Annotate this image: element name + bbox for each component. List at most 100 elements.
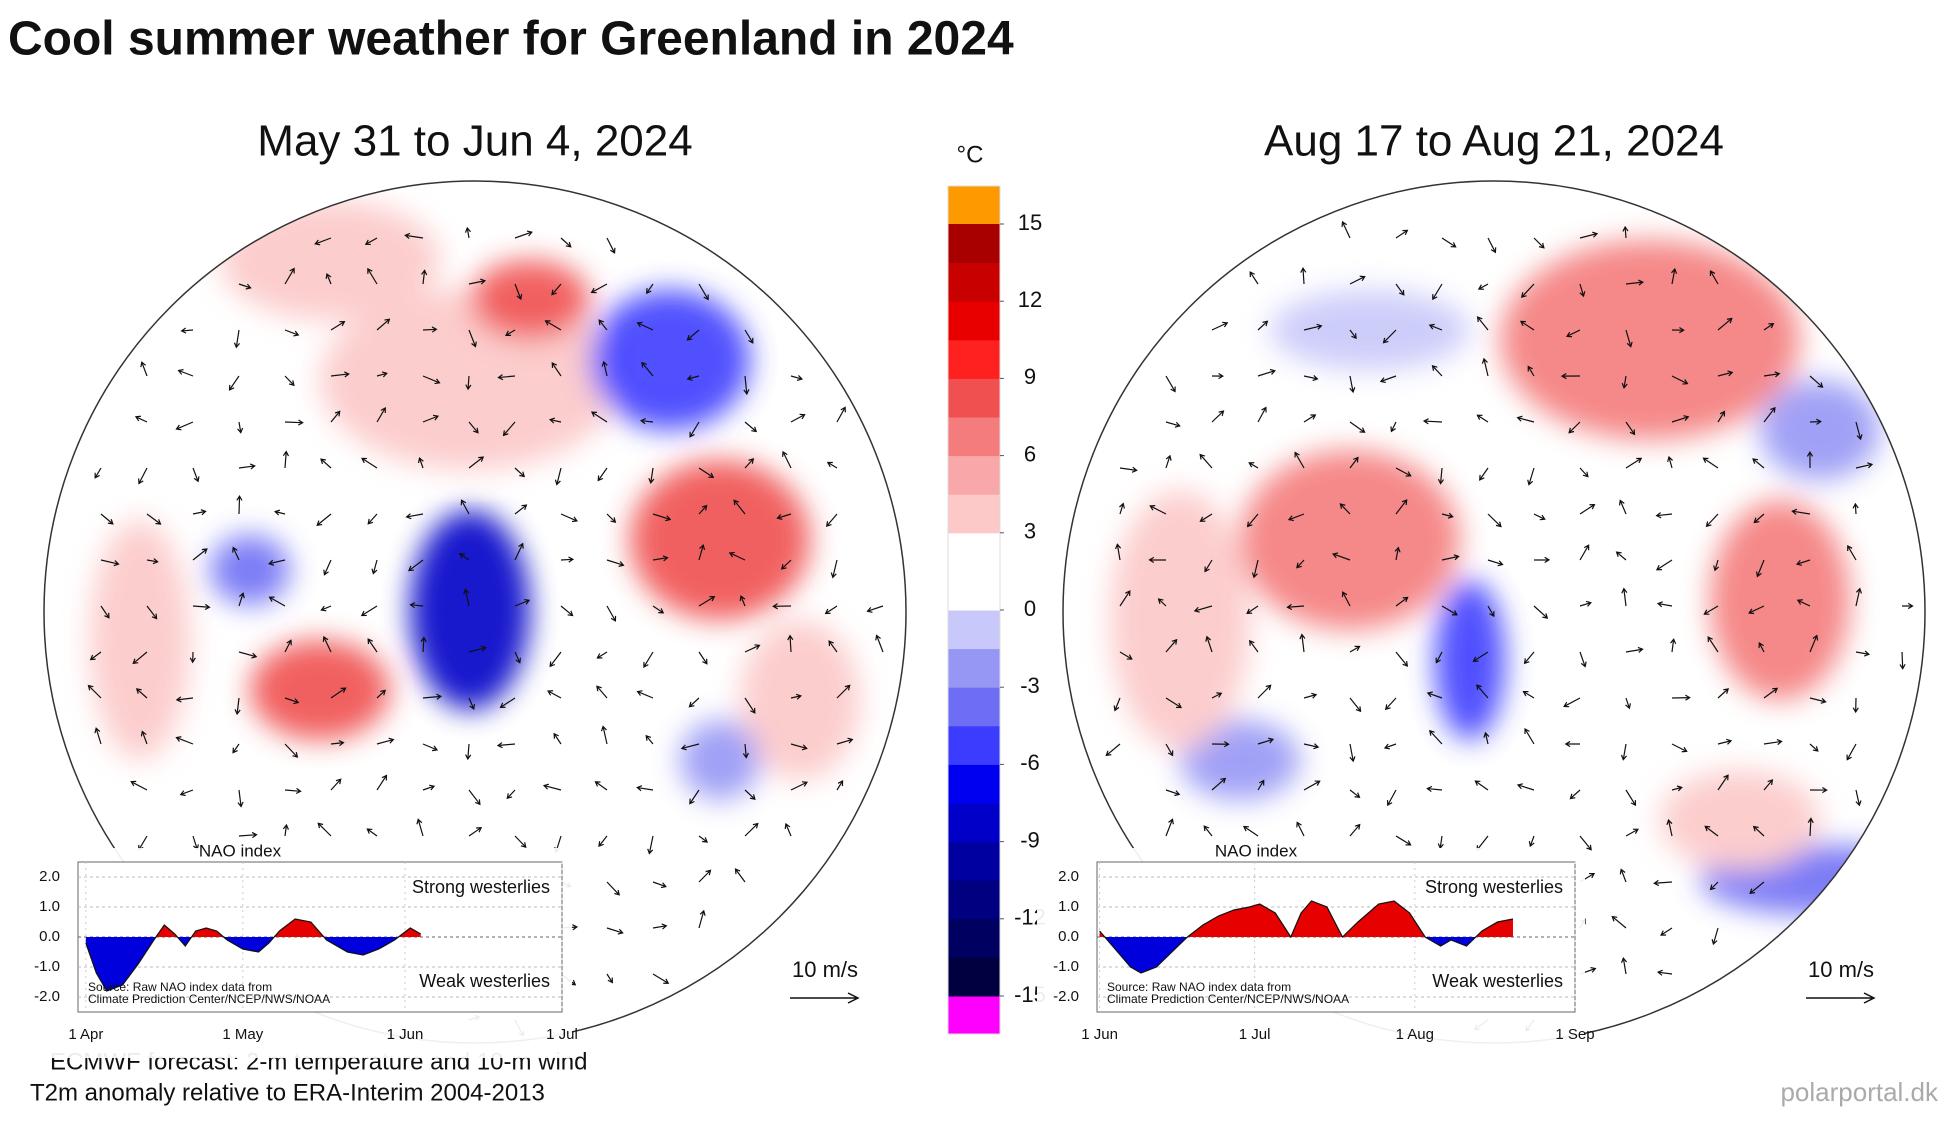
wind-arrow <box>560 513 578 523</box>
wind-arrow <box>782 450 792 469</box>
footer-line: T2m anomaly relative to ERA-Interim 2004… <box>30 1079 545 1106</box>
wind-arrow <box>284 743 299 758</box>
wind-arrow <box>1621 375 1628 389</box>
wind-arrow <box>1165 697 1183 709</box>
wind-arrow <box>1441 554 1460 561</box>
wind-arrow <box>1165 421 1181 428</box>
wind-arrow <box>1625 828 1639 837</box>
wind-field <box>87 220 1914 1037</box>
wind-arrow <box>1249 271 1259 285</box>
wind-arrow <box>1568 421 1581 434</box>
wind-arrow <box>232 743 240 754</box>
wind-arrow <box>780 559 792 570</box>
wind-arrow <box>1341 220 1351 239</box>
wind-arrow <box>1563 697 1581 708</box>
wind-arrow <box>320 458 332 469</box>
wind-arrow <box>422 375 441 385</box>
wind-arrow <box>1791 508 1811 515</box>
wind-arrow <box>698 504 708 515</box>
wind-arrow <box>1704 825 1719 837</box>
wind-arrow <box>688 697 700 708</box>
wind-arrow <box>1349 456 1359 469</box>
wind-arrow <box>1165 789 1181 797</box>
wind-arrow <box>422 414 440 423</box>
wind-arrow <box>420 636 427 653</box>
wind-arrow <box>1618 499 1627 515</box>
wind-arrow <box>830 559 838 579</box>
wind-arrow <box>1303 743 1320 750</box>
wind-arrow <box>598 835 608 848</box>
wind-arrow <box>1483 731 1490 745</box>
wind-arrow <box>468 456 485 469</box>
wind-arrow <box>1431 364 1443 377</box>
wind-arrow <box>1670 638 1677 653</box>
wind-arrow <box>421 269 428 285</box>
wind-arrow <box>175 736 194 745</box>
wind-arrow <box>542 783 562 791</box>
wind-arrow <box>1113 697 1121 712</box>
wind-arrow <box>1441 237 1457 248</box>
wind-arrow <box>641 361 654 377</box>
panel-title: May 31 to Jun 4, 2024 <box>257 117 692 166</box>
colorbar-over <box>948 186 1000 224</box>
wind-arrow <box>1528 835 1535 848</box>
nao-y-tick-label: 0.0 <box>1058 928 1079 945</box>
wind-arrow <box>417 457 424 469</box>
wind-arrow <box>1211 777 1227 791</box>
wind-arrow <box>606 237 616 254</box>
wind-arrow <box>1763 322 1775 331</box>
wind-arrow <box>739 595 746 607</box>
wind-arrow <box>790 693 802 700</box>
wind-arrow <box>1713 559 1720 572</box>
colorbar-tick-label: 15 <box>1018 210 1042 235</box>
wind-arrow <box>233 329 240 349</box>
wind-arrow <box>836 780 844 791</box>
wind-arrow <box>1796 599 1811 607</box>
wind-arrow <box>1809 743 1819 752</box>
colorbar-tick-label: 3 <box>1024 519 1036 544</box>
wind-arrow <box>1119 502 1125 515</box>
wind-arrow <box>790 374 804 381</box>
wind-arrow <box>316 513 332 526</box>
wind-arrow <box>130 780 148 791</box>
colorbar-segment <box>948 224 1000 264</box>
wind-arrow <box>234 697 241 716</box>
nao-x-tick-label: 1 Aug <box>1396 1026 1434 1043</box>
wind-arrow <box>330 739 345 747</box>
wind-arrow <box>366 828 378 837</box>
wind-arrow <box>237 789 244 808</box>
wind-arrow <box>1748 605 1765 615</box>
wind-arrow <box>1211 321 1229 331</box>
wind-arrow <box>1165 454 1172 469</box>
wind-arrow <box>596 651 608 659</box>
nao-upper-note: Strong westerlies <box>1425 877 1563 897</box>
wind-arrow <box>1520 283 1535 298</box>
wind-arrow <box>1205 635 1213 653</box>
colorbar-tick-label: 9 <box>1024 364 1036 389</box>
wind-arrow <box>1753 513 1765 524</box>
nao-source: Climate Prediction Center/NCEP/NWS/NOAA <box>88 992 330 1006</box>
wind-arrow <box>1533 556 1551 563</box>
wind-arrow <box>1755 559 1765 578</box>
wind-arrow <box>1257 406 1267 423</box>
nao-title: NAO index <box>1215 841 1298 860</box>
wind-arrow <box>1533 605 1549 619</box>
wind-arrow <box>140 361 148 377</box>
wind-arrow <box>698 651 708 665</box>
wind-scale-label: 10 m/s <box>792 957 858 982</box>
wind-arrow <box>1717 317 1733 331</box>
wind-arrow <box>1625 279 1645 286</box>
wind-arrow <box>645 734 654 745</box>
wind-arrow <box>192 548 208 561</box>
wind-arrow <box>100 513 114 525</box>
wind-arrow <box>1809 697 1827 704</box>
wind-arrow <box>89 651 102 661</box>
wind-arrow <box>1339 503 1351 515</box>
nao-source: Climate Prediction Center/NCEP/NWS/NOAA <box>1107 992 1349 1006</box>
wind-arrow <box>1807 817 1814 837</box>
wind-arrow <box>1390 421 1397 433</box>
wind-arrow <box>323 559 332 576</box>
wind-arrow <box>866 605 884 613</box>
wind-arrow <box>1296 559 1305 569</box>
wind-arrow <box>1533 513 1546 521</box>
